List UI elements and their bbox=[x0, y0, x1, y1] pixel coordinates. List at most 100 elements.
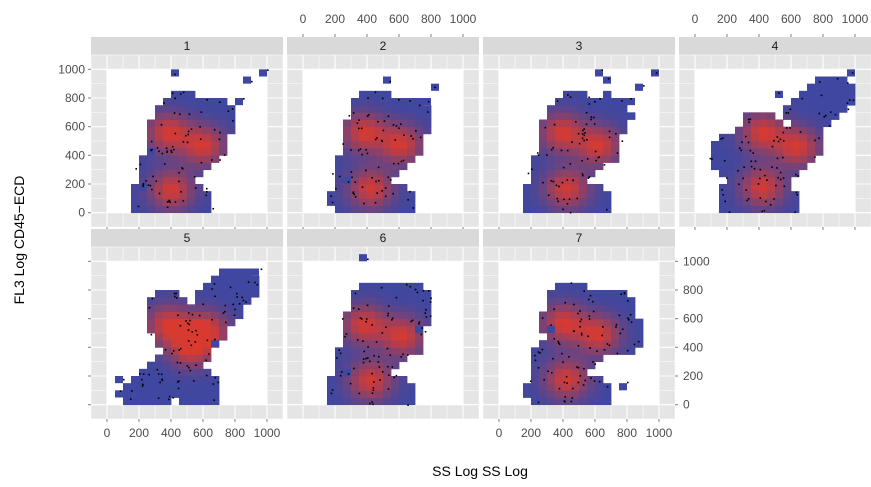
density-tile bbox=[415, 290, 424, 298]
data-point bbox=[184, 134, 187, 137]
density-tile bbox=[391, 169, 400, 178]
data-point bbox=[387, 115, 390, 118]
density-tile bbox=[227, 275, 236, 284]
density-tile bbox=[343, 169, 352, 178]
data-point bbox=[383, 120, 386, 122]
density-tile bbox=[351, 112, 360, 120]
data-point bbox=[142, 185, 144, 188]
data-point bbox=[260, 268, 263, 271]
density-tile bbox=[147, 191, 156, 199]
density-tile bbox=[711, 141, 720, 149]
density-tile bbox=[595, 148, 604, 156]
density-tile bbox=[227, 297, 236, 305]
density-tile bbox=[171, 340, 180, 348]
density-tile bbox=[343, 148, 352, 156]
data-point bbox=[568, 356, 570, 358]
density-tile bbox=[163, 176, 172, 185]
density-tile bbox=[579, 304, 588, 312]
data-point bbox=[161, 152, 164, 155]
density-tile bbox=[335, 354, 344, 363]
facet-strip-label: 3 bbox=[576, 39, 583, 53]
data-point bbox=[206, 99, 208, 101]
data-point bbox=[362, 358, 365, 360]
data-point bbox=[231, 108, 234, 110]
density-tile bbox=[595, 126, 604, 135]
density-tile bbox=[195, 148, 204, 156]
density-tile bbox=[187, 169, 196, 178]
density-tile bbox=[227, 318, 236, 327]
density-tile bbox=[179, 155, 188, 163]
density-tile bbox=[211, 112, 220, 120]
density-tile bbox=[743, 205, 752, 214]
density-tile-outlier bbox=[115, 390, 123, 398]
data-point bbox=[429, 315, 432, 317]
data-point bbox=[384, 187, 387, 189]
density-tile bbox=[179, 376, 188, 384]
data-point bbox=[331, 389, 334, 391]
data-point bbox=[586, 138, 588, 141]
density-tile bbox=[555, 155, 564, 163]
data-point bbox=[556, 197, 559, 200]
x-tick-label: 0 bbox=[692, 12, 699, 26]
density-tile bbox=[603, 390, 612, 398]
data-point bbox=[418, 104, 421, 107]
density-tile bbox=[243, 275, 252, 284]
density-tile bbox=[179, 304, 188, 312]
data-point bbox=[608, 136, 611, 139]
density-tile bbox=[195, 198, 204, 206]
density-tile bbox=[399, 198, 408, 206]
density-tile bbox=[783, 162, 792, 171]
data-point bbox=[186, 322, 189, 325]
density-tile bbox=[807, 148, 816, 156]
data-point bbox=[179, 324, 182, 327]
density-tile bbox=[203, 98, 212, 106]
density-tile bbox=[179, 354, 188, 363]
data-point bbox=[722, 193, 725, 196]
density-tile bbox=[375, 198, 384, 206]
density-tile bbox=[327, 397, 336, 406]
density-tile bbox=[235, 282, 244, 291]
density-tile bbox=[531, 169, 540, 178]
data-point bbox=[724, 200, 726, 203]
data-point bbox=[409, 190, 411, 193]
density-tile bbox=[211, 98, 220, 106]
data-point bbox=[607, 77, 610, 80]
data-point bbox=[361, 186, 364, 188]
data-point bbox=[537, 401, 540, 404]
density-tile bbox=[179, 297, 188, 305]
data-point bbox=[359, 148, 362, 150]
data-point bbox=[814, 139, 816, 142]
density-tile bbox=[579, 162, 588, 171]
data-point bbox=[584, 132, 586, 134]
data-point bbox=[418, 321, 421, 323]
density-tile bbox=[799, 112, 808, 120]
data-point bbox=[206, 339, 209, 342]
data-point bbox=[160, 373, 163, 376]
density-tile bbox=[187, 354, 196, 363]
density-tile bbox=[171, 162, 180, 171]
density-tile bbox=[351, 354, 360, 363]
data-point bbox=[558, 185, 560, 188]
density-tile bbox=[367, 325, 376, 334]
density-tile bbox=[399, 376, 408, 384]
density-tile bbox=[727, 162, 736, 171]
density-tile bbox=[547, 383, 556, 391]
data-point bbox=[348, 115, 351, 117]
density-tile-outlier bbox=[619, 290, 627, 298]
data-point bbox=[151, 297, 154, 300]
density-tile-outlier bbox=[627, 98, 635, 106]
density-tile bbox=[571, 141, 580, 149]
density-tile bbox=[131, 184, 140, 192]
density-tile bbox=[163, 333, 172, 341]
density-tile bbox=[147, 126, 156, 135]
density-tile bbox=[579, 105, 588, 113]
density-tile bbox=[571, 133, 580, 142]
density-tile bbox=[799, 133, 808, 142]
density-tile bbox=[351, 155, 360, 163]
data-point bbox=[851, 72, 854, 74]
data-point bbox=[588, 315, 591, 317]
data-point bbox=[787, 112, 790, 114]
density-tile bbox=[791, 112, 800, 120]
data-point bbox=[588, 103, 591, 105]
